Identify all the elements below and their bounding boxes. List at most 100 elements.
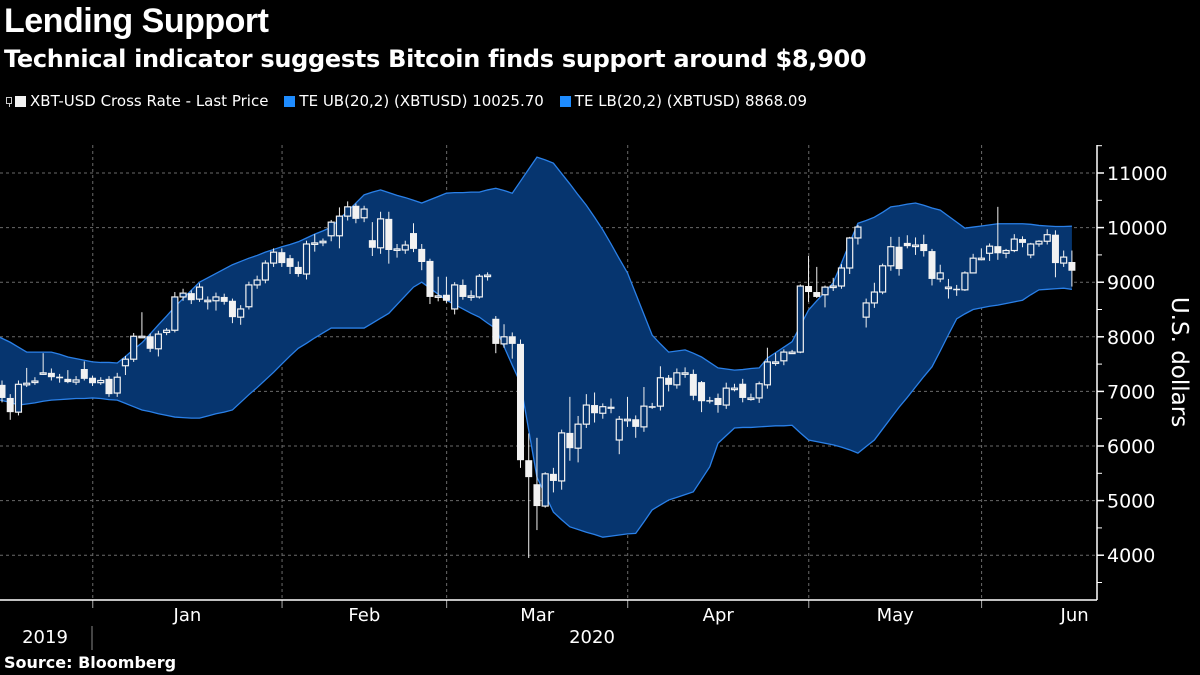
- x-month-label: Mar: [520, 605, 555, 626]
- candle-body-up: [821, 286, 829, 296]
- candle: [582, 394, 590, 428]
- candle: [294, 261, 302, 277]
- candle: [714, 393, 722, 413]
- candle: [360, 205, 368, 223]
- candle: [615, 415, 623, 455]
- candle-body-down: [994, 246, 1002, 254]
- candle-body-up: [1060, 256, 1068, 264]
- legend-label: TE LB(20,2) (XBTUSD) 8868.09: [574, 92, 808, 110]
- candle: [887, 236, 895, 271]
- candle-body-down: [286, 258, 294, 267]
- candle: [763, 347, 771, 389]
- candle-body-up: [302, 243, 311, 275]
- candle-body-up: [796, 285, 804, 353]
- candle-body-up: [1035, 240, 1043, 245]
- candle: [648, 402, 656, 409]
- candle-body-up: [862, 302, 870, 318]
- candle: [994, 206, 1002, 260]
- candle-body-up: [623, 418, 632, 422]
- candle-body-down: [895, 246, 903, 270]
- candle: [1002, 248, 1010, 259]
- candle-body-up: [72, 379, 80, 383]
- candle-body-up: [401, 244, 409, 251]
- candle: [138, 312, 146, 339]
- candle: [475, 274, 483, 299]
- candle-body-down: [813, 292, 821, 297]
- candle-body-down: [80, 369, 88, 379]
- candle: [928, 248, 936, 286]
- candle: [640, 387, 648, 432]
- candle: [516, 339, 524, 468]
- candle: [302, 240, 311, 280]
- legend-swatch-blue: [559, 95, 571, 107]
- candle: [327, 219, 335, 242]
- y-axis-label: U.S. dollars: [1166, 297, 1192, 427]
- candle-body-up: [237, 308, 245, 318]
- candle-body-up: [319, 240, 327, 244]
- candle: [903, 235, 911, 249]
- candle: [821, 285, 829, 308]
- candle-body-up: [467, 295, 475, 298]
- candle-body-down: [418, 248, 426, 262]
- candle: [566, 396, 574, 461]
- candle-body-down: [739, 383, 747, 398]
- candle-body-up: [335, 215, 344, 237]
- candle-body-up: [969, 257, 977, 274]
- band-fill: [0, 157, 1072, 538]
- y-tick-label: 10000: [1107, 218, 1167, 240]
- candle: [261, 260, 269, 284]
- candle: [105, 376, 113, 397]
- candle-body-down: [278, 252, 286, 264]
- candle: [253, 275, 261, 289]
- candle-body-up: [451, 284, 459, 310]
- candle: [722, 382, 730, 409]
- candle: [623, 396, 632, 427]
- candle-body-up: [747, 397, 755, 401]
- candle: [846, 236, 854, 275]
- candle-body-up: [253, 279, 261, 286]
- candle: [805, 255, 813, 302]
- candle: [558, 429, 566, 490]
- y-tick-label: 6000: [1107, 436, 1155, 458]
- candle-body-up: [788, 351, 796, 355]
- legend-item-upper-band: TE UB(20,2) (XBTUSD) 10025.70: [284, 92, 544, 110]
- candle-body-down: [648, 406, 656, 408]
- candle: [1043, 229, 1051, 245]
- year-label-2020: 2020: [569, 627, 615, 648]
- candle-body-down: [607, 406, 615, 409]
- candle: [813, 266, 821, 299]
- candle-body-down: [516, 343, 524, 461]
- candle: [607, 398, 615, 414]
- candle-body-up: [985, 245, 994, 254]
- candle: [755, 381, 763, 403]
- candle-body-up: [360, 208, 368, 219]
- candle-body-up: [558, 432, 566, 482]
- candle: [1027, 242, 1035, 259]
- candle-body-up: [195, 286, 204, 300]
- candle: [467, 290, 475, 301]
- candle-body-up: [311, 242, 319, 245]
- candle-body-up: [39, 372, 47, 375]
- candle: [344, 201, 352, 221]
- candlestick-icon: [6, 95, 12, 107]
- candle-body-down: [698, 382, 706, 402]
- candle-body-down: [294, 266, 302, 275]
- candle: [977, 248, 985, 261]
- candle-body-up: [870, 291, 878, 304]
- candle-body-down: [426, 260, 434, 297]
- candle: [171, 292, 179, 333]
- candle-body-up: [599, 406, 607, 414]
- candle-body-up: [113, 376, 121, 394]
- candle: [953, 284, 961, 296]
- candle-body-down: [665, 377, 673, 385]
- candle-body-down: [220, 296, 228, 302]
- candle: [591, 392, 599, 423]
- candle: [80, 361, 88, 381]
- candle: [1051, 230, 1059, 278]
- candle: [163, 328, 171, 336]
- candle: [508, 332, 516, 359]
- candle-body-up: [574, 423, 582, 449]
- candle-body-up: [681, 372, 689, 375]
- candle: [442, 276, 450, 303]
- candle: [541, 472, 549, 508]
